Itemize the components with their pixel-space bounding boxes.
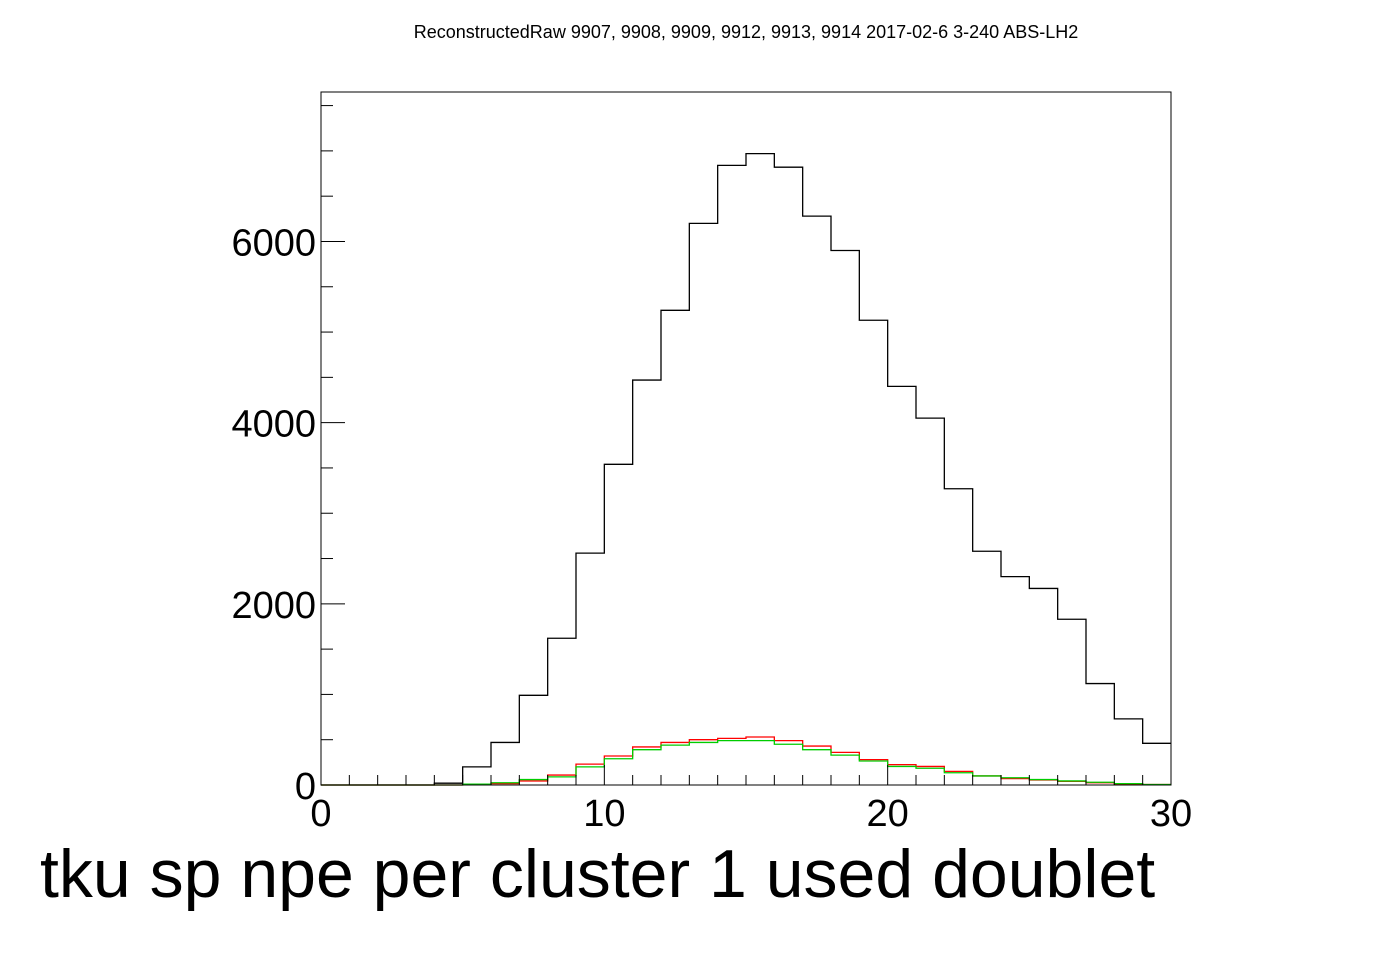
y-tick-label: 2000 <box>231 585 316 627</box>
y-tick-label: 6000 <box>231 222 316 264</box>
x-tick-label: 30 <box>1150 793 1192 835</box>
histogram-series-0 <box>321 152 1171 786</box>
y-tick-label: 0 <box>295 766 316 808</box>
x-tick-label: 20 <box>867 793 909 835</box>
x-tick-label: 0 <box>310 793 331 835</box>
axis-layer: 0 2000 4000 6000 0 10 20 30 <box>231 105 1192 835</box>
chart-title: ReconstructedRaw 9907, 9908, 9909, 9912,… <box>414 22 1078 42</box>
y-tick-label: 4000 <box>231 404 316 446</box>
x-axis-label: tku sp npe per cluster 1 used doublet <box>40 836 1155 912</box>
x-tick-label: 10 <box>583 793 625 835</box>
